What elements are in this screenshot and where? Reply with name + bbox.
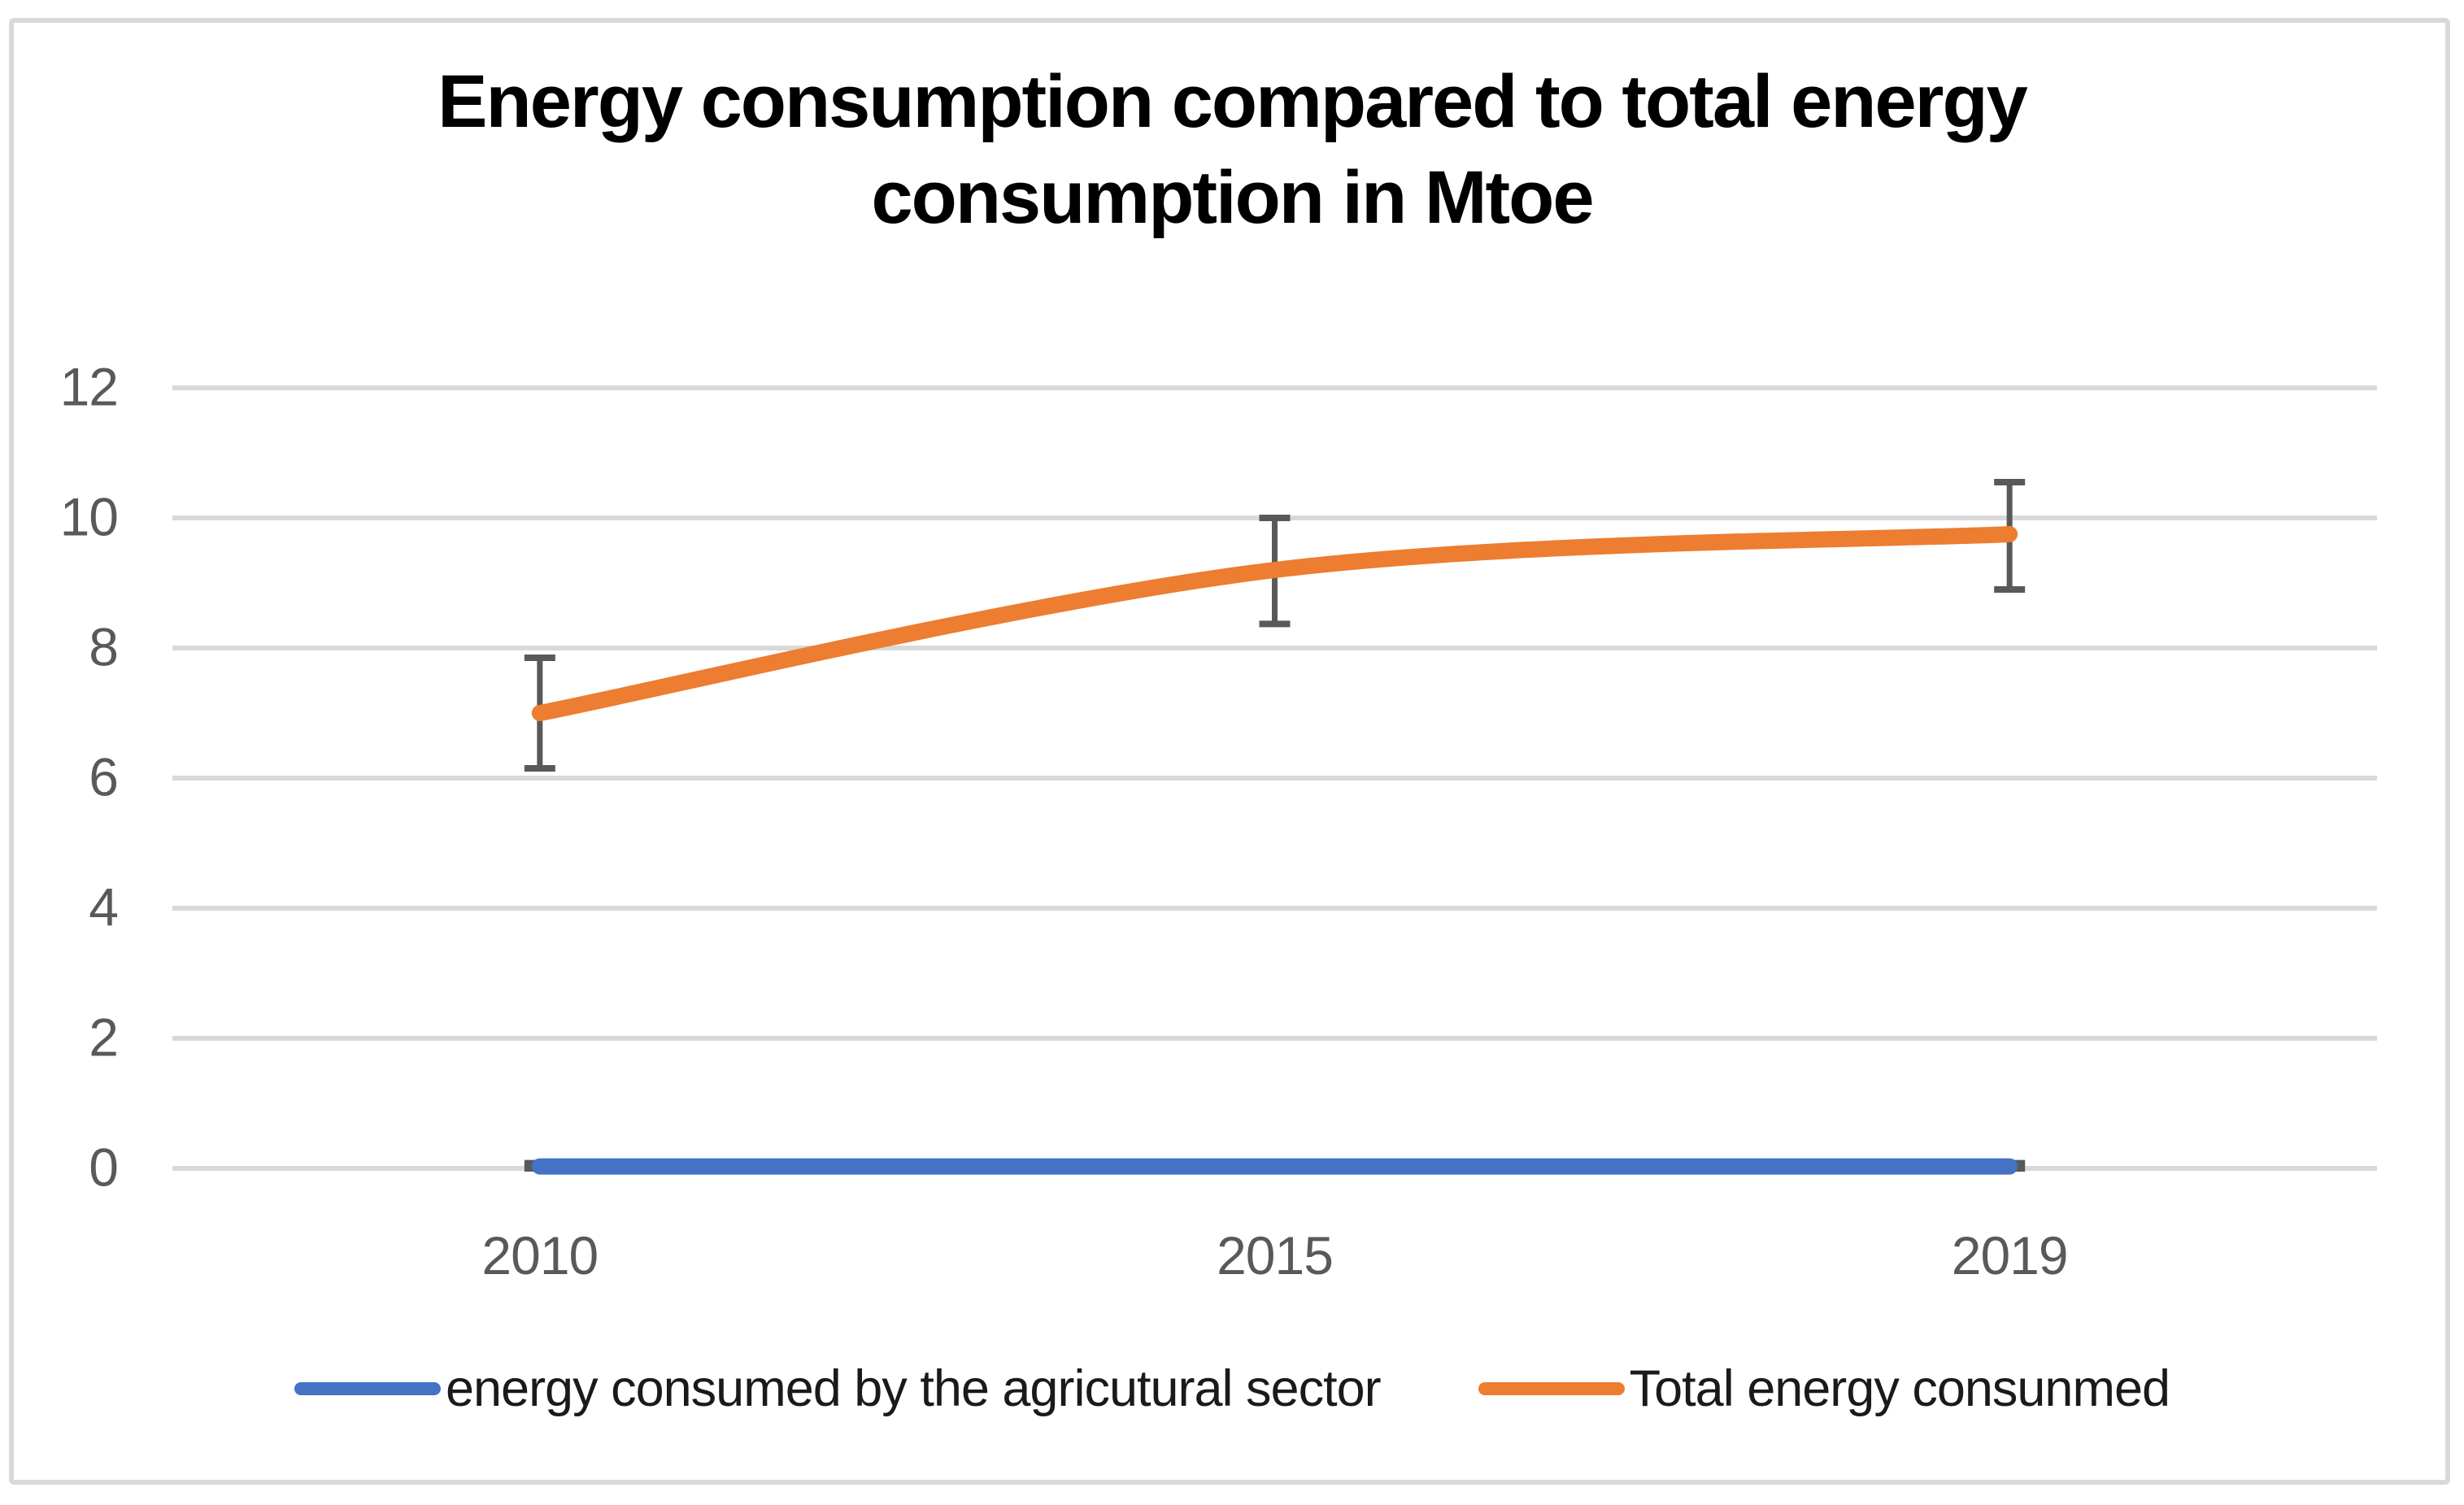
chart-border (9, 18, 2450, 1485)
legend-swatch-icon (1478, 1382, 1625, 1395)
y-tick-label: 10 (59, 486, 119, 547)
x-tick-label: 2010 (481, 1225, 599, 1285)
legend: energy consumed by the agricutural secto… (0, 1359, 2464, 1418)
x-tick-label: 2015 (1217, 1225, 1334, 1285)
y-tick-label: 6 (89, 746, 119, 807)
y-tick-label: 2 (89, 1007, 119, 1068)
legend-item-1: Total energy consunmed (1478, 1359, 2170, 1418)
y-tick-label: 0 (89, 1137, 119, 1198)
chart-title-line1: Energy consumption compared to total ene… (438, 60, 2028, 143)
legend-label: energy consumed by the agricutural secto… (445, 1360, 1382, 1417)
y-tick-label: 12 (59, 356, 119, 417)
chart-title: Energy consumption compared to total ene… (0, 54, 2464, 246)
x-tick-label: 2019 (1951, 1225, 2069, 1285)
chart-title-line2: consumption in Mtoe (871, 156, 1594, 239)
legend-label: Total energy consunmed (1629, 1360, 2170, 1417)
series-line-1 (531, 526, 2018, 721)
y-tick-label: 8 (89, 616, 119, 677)
legend-item-0: energy consumed by the agricutural secto… (294, 1359, 1382, 1418)
y-tick-label: 4 (89, 876, 119, 937)
legend-swatch-icon (294, 1382, 441, 1395)
